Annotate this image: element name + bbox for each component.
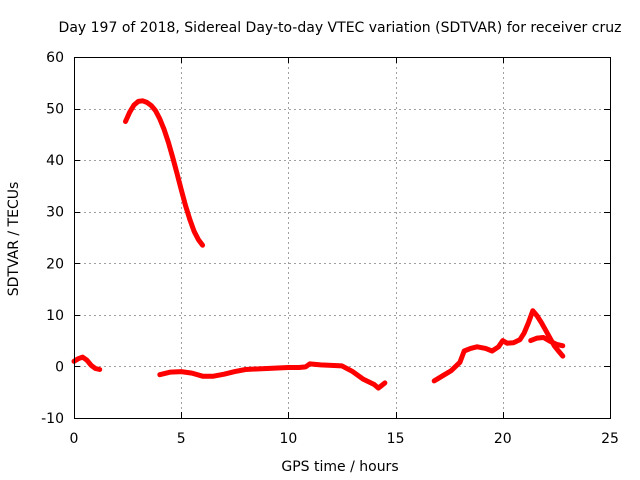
series-layer [71,98,566,391]
tick-layer [74,57,611,419]
x-axis-title: GPS time / hours [281,459,398,475]
y-tick-label: 60 [46,50,64,66]
y-tick-label: 10 [46,308,64,324]
y-tick-label: -10 [41,411,64,427]
series-segment-3 [157,361,388,391]
series-segment-4 [431,308,566,384]
y-tick-label: 20 [46,256,64,272]
x-tick-label: 5 [177,431,186,447]
y-tick-label: 50 [46,102,64,118]
x-tick-label: 0 [70,431,79,447]
y-tick-label: 40 [46,153,64,169]
x-tick-label: 10 [279,431,297,447]
x-tick-label: 25 [601,431,619,447]
x-tick-label: 15 [387,431,405,447]
series-segment-1 [71,354,103,372]
series-segment-2 [123,98,206,248]
chart-title: Day 197 of 2018, Sidereal Day-to-day VTE… [59,20,622,36]
x-tick-labels: 0 5 10 15 20 25 [70,431,619,447]
y-tick-label: 0 [55,359,64,375]
y-axis-title: SDTVAR / TECUs [6,182,22,297]
plot-frame [74,57,611,419]
x-tick-label: 20 [494,431,512,447]
y-tick-labels: -10 0 10 20 30 40 50 60 [41,50,64,427]
grid-layer [74,57,610,418]
y-tick-label: 30 [46,205,64,221]
series-segment-5 [528,335,566,349]
